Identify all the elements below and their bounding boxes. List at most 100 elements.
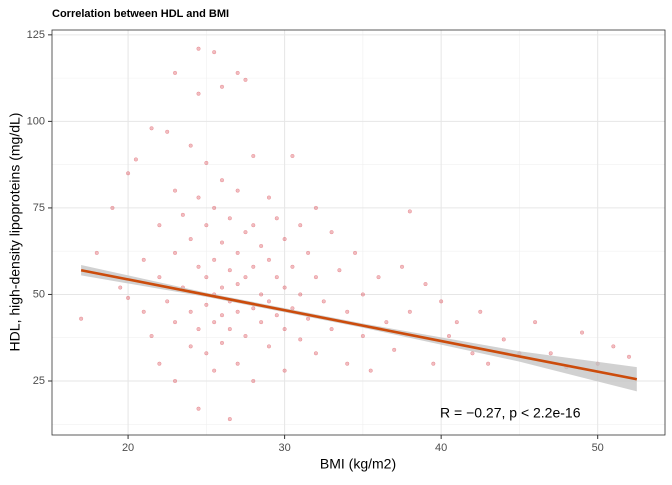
point — [298, 292, 303, 297]
point — [110, 205, 115, 210]
y-tick-label: 75 — [33, 202, 45, 214]
point — [219, 84, 225, 89]
point — [470, 351, 475, 356]
point — [486, 361, 491, 366]
point — [274, 216, 279, 221]
point — [243, 230, 248, 235]
point — [321, 299, 326, 304]
point — [501, 337, 506, 342]
y-tick-label: 125 — [27, 29, 45, 41]
point — [368, 368, 373, 373]
point — [478, 309, 483, 314]
point — [353, 250, 358, 255]
point — [204, 302, 209, 307]
point — [611, 344, 616, 349]
x-tick-label: 30 — [278, 442, 290, 454]
point — [533, 320, 538, 325]
point — [439, 299, 444, 304]
point — [157, 361, 162, 366]
y-tick-label: 100 — [27, 115, 45, 127]
y-axis-label: HDL, high-density lipoproteins (mg/dL) — [7, 113, 23, 352]
point — [407, 209, 412, 214]
point — [446, 333, 452, 339]
point — [235, 188, 240, 193]
point — [126, 295, 131, 300]
point — [384, 320, 389, 325]
point — [306, 250, 311, 255]
point — [251, 264, 256, 269]
y-tick-label: 25 — [33, 375, 45, 387]
point — [454, 320, 459, 325]
point — [266, 195, 272, 200]
point — [188, 237, 193, 242]
point — [188, 143, 193, 148]
point — [243, 275, 248, 280]
point — [227, 268, 232, 273]
point — [626, 354, 632, 359]
point — [188, 309, 193, 314]
point — [149, 126, 154, 131]
point — [219, 285, 225, 290]
point — [204, 351, 209, 356]
point — [548, 351, 553, 356]
annotation: R = −0.27, p < 2.2e-16 — [440, 405, 581, 421]
panel-border — [51, 29, 666, 436]
regression-line — [80, 268, 638, 381]
point — [165, 299, 170, 304]
point — [243, 333, 248, 339]
point — [251, 306, 256, 311]
point — [196, 406, 201, 411]
point — [329, 327, 334, 332]
point — [172, 320, 178, 325]
chart-title: Correlation between HDL and BMI — [52, 8, 229, 20]
point — [345, 309, 350, 314]
point — [235, 361, 240, 366]
point — [196, 91, 201, 96]
x-tick-label: 40 — [435, 442, 447, 454]
point — [298, 337, 303, 342]
point — [126, 171, 131, 176]
point — [227, 417, 232, 422]
point — [266, 344, 272, 349]
point — [282, 327, 287, 332]
point — [196, 46, 201, 51]
point — [282, 285, 287, 290]
point — [266, 257, 272, 262]
point — [180, 212, 185, 217]
point — [259, 243, 264, 249]
point — [172, 250, 178, 255]
point — [251, 378, 256, 384]
point — [298, 223, 303, 228]
point — [290, 153, 295, 159]
point — [329, 230, 334, 235]
point — [172, 70, 178, 75]
point — [306, 316, 311, 321]
point — [141, 309, 146, 314]
point — [243, 77, 248, 82]
point — [212, 257, 217, 262]
point — [392, 347, 397, 352]
point — [212, 205, 217, 210]
point — [188, 344, 193, 349]
point — [274, 313, 279, 318]
point — [313, 205, 318, 210]
point — [227, 216, 232, 221]
point — [227, 327, 232, 332]
point — [251, 153, 256, 159]
point — [282, 237, 287, 242]
x-tick-label: 20 — [122, 442, 134, 454]
point — [259, 292, 264, 297]
point — [219, 340, 225, 345]
point — [172, 188, 178, 193]
point — [204, 275, 209, 280]
point — [165, 129, 170, 134]
point — [149, 333, 154, 339]
point — [157, 223, 162, 228]
point — [219, 313, 225, 318]
point — [290, 264, 295, 269]
point — [204, 223, 209, 228]
point — [313, 275, 318, 280]
point — [196, 264, 201, 269]
point — [579, 330, 585, 335]
